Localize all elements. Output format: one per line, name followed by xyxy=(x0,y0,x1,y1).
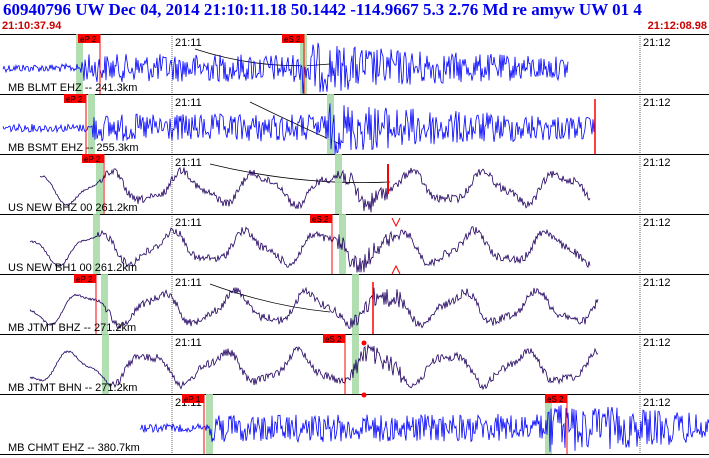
pick-flag-label: eP 2 xyxy=(76,275,93,284)
station-label: US NEW BH1 00 261.2km xyxy=(8,262,137,274)
p-pick-window xyxy=(88,94,95,154)
s-pick-window xyxy=(352,274,359,334)
pick-flag-label: eS 2 xyxy=(284,35,301,44)
event-title: 60940796 UW Dec 04, 2014 21:10:11.18 50.… xyxy=(3,0,642,19)
pick-flag xyxy=(310,214,332,223)
pick-flag-label: eS 2 xyxy=(325,335,342,344)
time-tick-label: 21:12 xyxy=(643,37,671,49)
time-tick-label: 21:12 xyxy=(643,337,671,349)
pick-flag xyxy=(74,274,96,283)
waveform-trace xyxy=(29,344,599,391)
pick-flag-label: eS 2 xyxy=(312,215,329,224)
time-tick-label: 21:12 xyxy=(643,97,671,109)
station-label: MB CHMT EHZ -- 380.7km xyxy=(8,442,140,454)
s-pick-window xyxy=(545,394,552,454)
header: 60940796 UW Dec 04, 2014 21:10:11.18 50.… xyxy=(0,0,709,34)
time-tick-label: 21:12 xyxy=(643,157,671,169)
station-label: US NEW BHZ 00 261.2km xyxy=(8,202,138,214)
s-pick-window xyxy=(335,154,342,214)
pick-flag xyxy=(323,334,345,343)
station-label: MB JTMT BHN -- 271.2km xyxy=(8,382,137,394)
p-pick-window xyxy=(102,334,109,394)
pick-flag xyxy=(282,34,304,43)
pick-flag xyxy=(82,154,104,163)
p-pick-window xyxy=(96,154,103,214)
arrival-curve xyxy=(209,283,331,313)
pick-flag-label: eP 2 xyxy=(66,95,83,104)
waveform-trace xyxy=(39,167,591,213)
end-time: 21:12:08.98 xyxy=(647,20,707,32)
arrival-curve xyxy=(194,48,331,67)
start-time: 21:10:37.94 xyxy=(2,20,62,32)
coda-marker xyxy=(391,264,401,275)
coda-marker xyxy=(391,217,401,228)
pick-flag xyxy=(64,94,86,103)
time-tick-label: 21:12 xyxy=(643,397,671,409)
time-tick-label: 21:11 xyxy=(175,337,202,349)
amplitude-marker xyxy=(361,340,367,346)
pick-flag-label: eP 2 xyxy=(84,155,101,164)
waveform-trace xyxy=(29,286,599,330)
pick-flag-label: eP 2 xyxy=(80,35,97,44)
seismogram-canvas[interactable]: 21:11 21:12 21:11 21:12 21:11 21:12 21:11 21:12… xyxy=(0,34,709,458)
time-tick-label: 21:11 xyxy=(175,97,202,109)
time-tick-label: 21:11 xyxy=(175,277,202,289)
station-label: MB BSMT EHZ -- 255.3km xyxy=(8,142,139,154)
pick-flag-label: eS 2 xyxy=(547,395,564,404)
p-pick-window xyxy=(76,34,83,94)
waveform-trace xyxy=(2,42,569,94)
waveform-trace xyxy=(29,226,591,273)
pick-flag xyxy=(182,394,204,403)
p-pick-window xyxy=(93,214,100,274)
amplitude-marker xyxy=(361,392,367,398)
time-tick-label: 21:11 xyxy=(175,157,202,169)
waveform-trace xyxy=(2,103,596,155)
time-tick-label: 21:11 xyxy=(175,37,202,49)
p-pick-window xyxy=(101,274,108,334)
arrival-curve xyxy=(209,163,391,184)
time-tick-label: 21:12 xyxy=(643,217,671,229)
pick-flag xyxy=(545,394,567,403)
station-label: MB JTMT BHZ -- 271.2km xyxy=(8,322,136,334)
time-tick-label: 21:12 xyxy=(643,277,671,289)
pick-flag-label: eP 1 xyxy=(184,395,201,404)
seismogram-panel[interactable]: 21:11 21:12 21:11 21:12 21:11 21:12 21:11 21:12… xyxy=(0,34,709,458)
waveform-trace xyxy=(139,405,709,452)
pick-flag xyxy=(78,34,100,43)
station-label: MB BLMT EHZ -- 241.3km xyxy=(8,82,137,94)
p-pick-window xyxy=(206,394,213,454)
time-tick-label: 21:11 xyxy=(175,217,202,229)
